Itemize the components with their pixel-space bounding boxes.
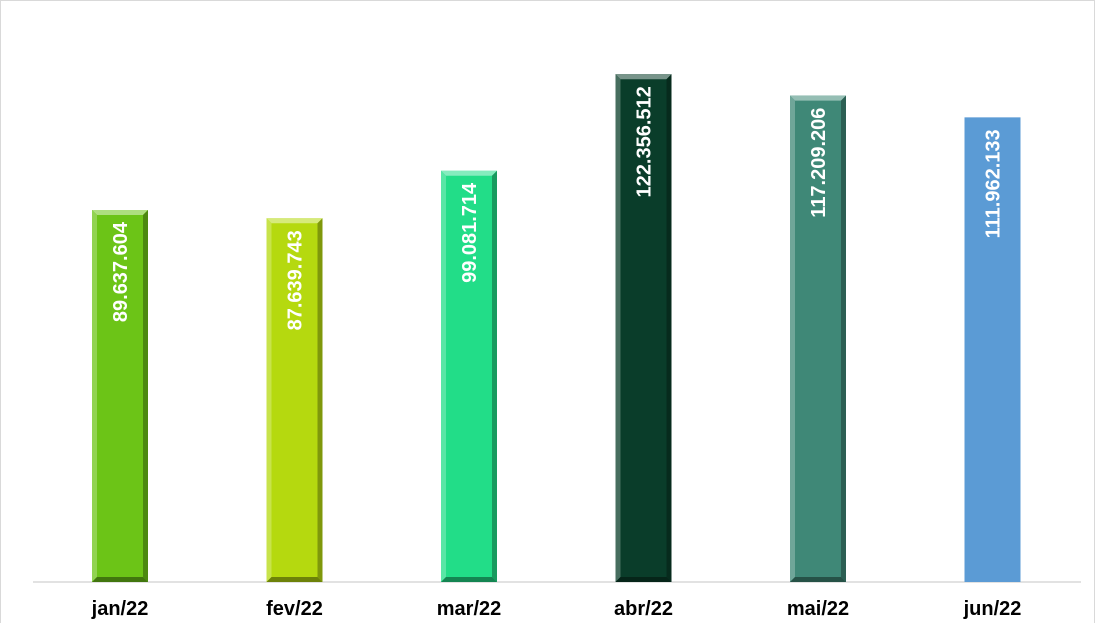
bar-body — [92, 210, 148, 582]
bar-body — [790, 95, 846, 583]
bar-body — [266, 218, 323, 583]
bars-group — [92, 74, 1021, 583]
bar-bevel-left — [266, 218, 272, 583]
bar-bevel-bottom — [92, 577, 148, 582]
bar-bevel-bottom — [790, 577, 846, 582]
x-tick-labels-group: jan/22 fev/22 mar/22 abr/22 mai/22 jun/22 — [91, 598, 1022, 620]
bar-body — [964, 117, 1021, 582]
bar-bevel-left — [441, 170, 446, 582]
data-label-fev-22: 87.639.743 — [285, 230, 307, 330]
bar-mai-22 — [790, 95, 846, 583]
bar-bevel-bottom — [441, 577, 497, 582]
x-tick-label-mar-22: mar/22 — [437, 598, 502, 620]
bar-abr-22 — [615, 74, 672, 583]
bar-fev-22 — [266, 218, 323, 583]
bar-jan-22 — [92, 210, 148, 582]
bar-bevel-top — [92, 210, 148, 216]
x-tick-label-mai-22: mai/22 — [787, 598, 849, 620]
bar-body — [615, 74, 672, 583]
bar-bevel-left — [92, 210, 97, 582]
bar-jun-22 — [964, 117, 1021, 582]
bar-bevel-bottom — [615, 577, 672, 582]
data-label-mai-22: 117.209.206 — [808, 108, 830, 218]
bar-bevel-top — [790, 95, 846, 101]
bar-bevel-right — [841, 95, 846, 583]
bar-bevel-left — [790, 95, 795, 583]
bar-bevel-bottom — [266, 577, 323, 582]
data-label-abr-22: 122.356.512 — [634, 86, 656, 197]
bar-bevel-top — [441, 170, 497, 176]
x-tick-label-abr-22: abr/22 — [614, 598, 673, 620]
bar-bevel-right — [666, 74, 672, 583]
x-tick-label-jan-22: jan/22 — [91, 598, 149, 620]
x-tick-label-fev-22: fev/22 — [266, 598, 323, 620]
bar-bevel-left — [615, 74, 621, 583]
bar-mar-22 — [441, 170, 497, 582]
bar-bevel-right — [143, 210, 148, 582]
data-labels-group: 89.637.604 87.639.743 99.081.714 122.356.51… — [110, 86, 1005, 330]
bar-bevel-top — [615, 74, 672, 80]
bar-body — [441, 170, 497, 582]
bar-bevel-right — [317, 218, 323, 583]
bar-bevel-top — [266, 218, 323, 224]
data-label-jun-22: 111.962.133 — [983, 129, 1005, 238]
data-label-mar-22: 99.081.714 — [459, 182, 481, 283]
x-tick-label-jun-22: jun/22 — [963, 598, 1022, 620]
data-label-jan-22: 89.637.604 — [110, 221, 132, 322]
bar-bevel-right — [492, 170, 497, 582]
